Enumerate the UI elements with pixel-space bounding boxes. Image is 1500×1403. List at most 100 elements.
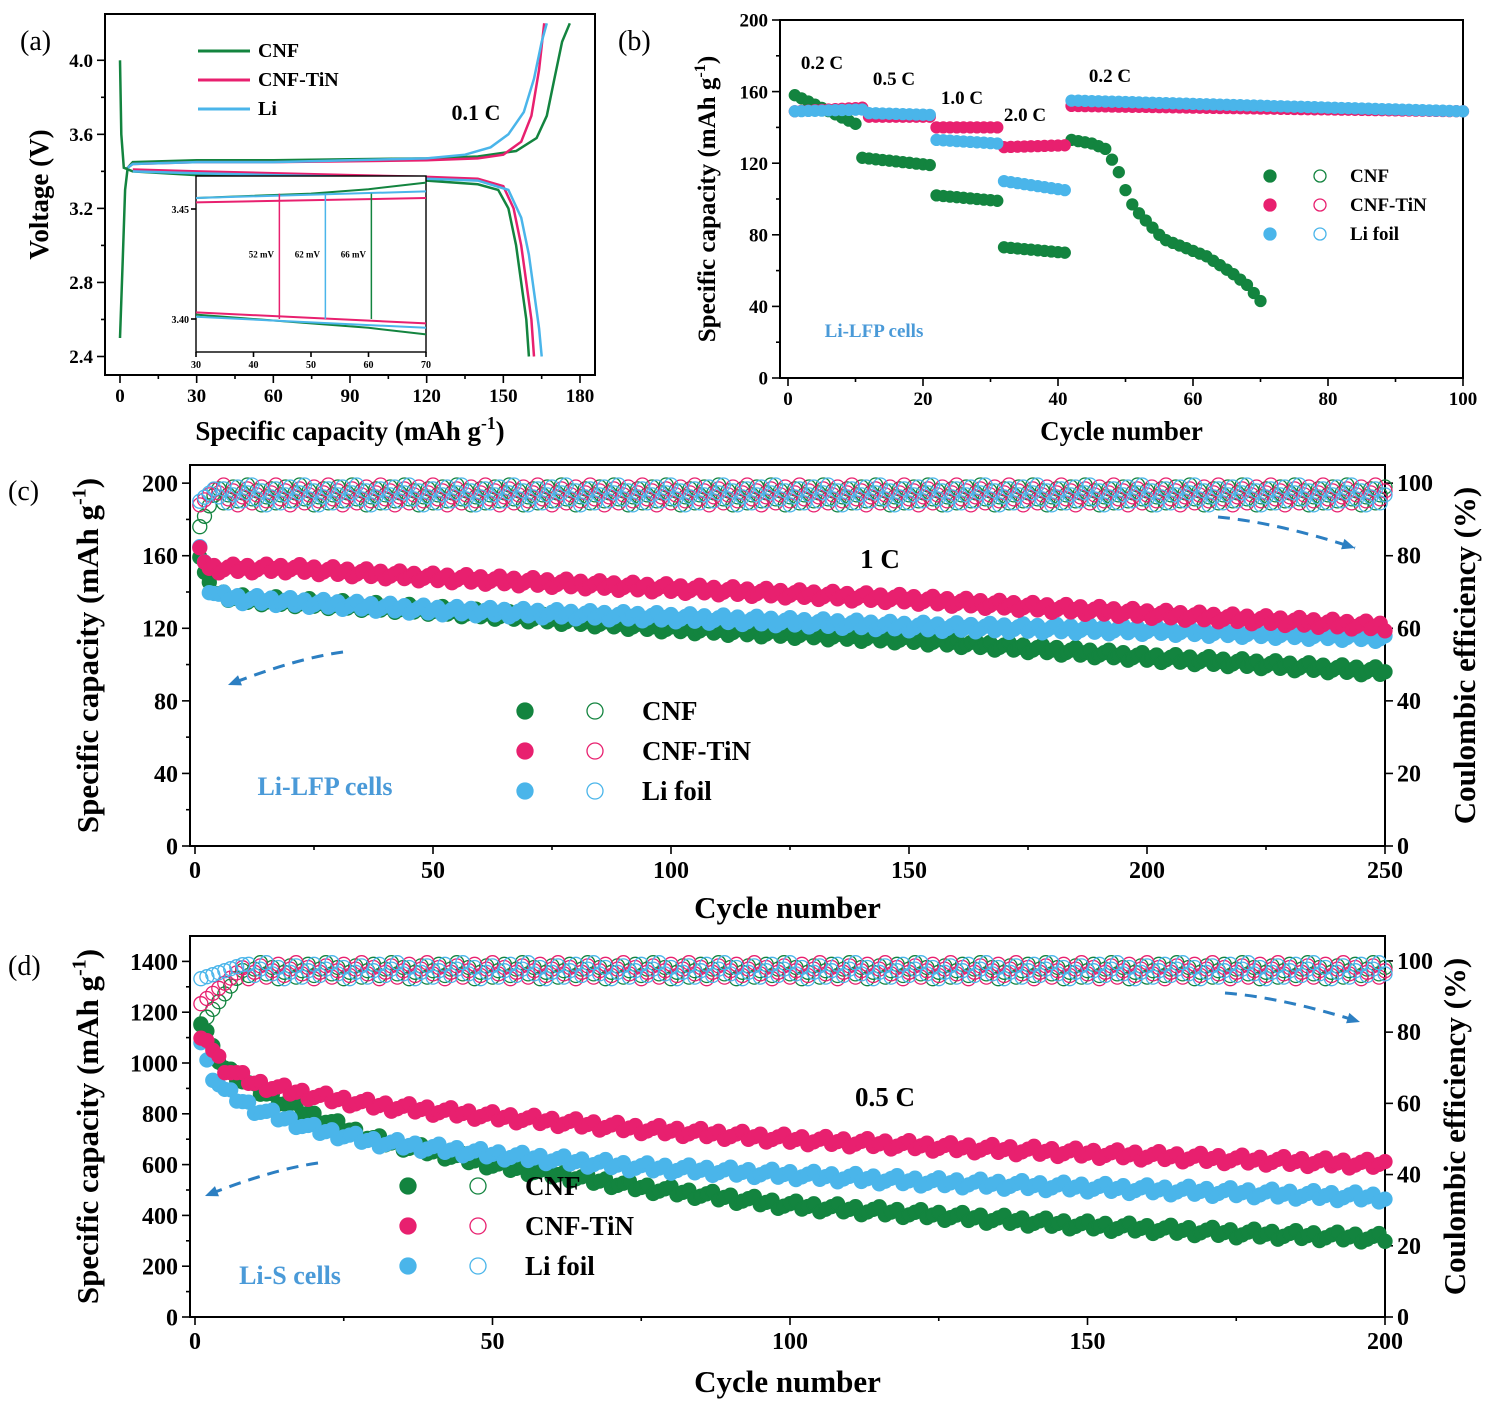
panel-c-xlabel: Cycle number [694, 890, 881, 925]
panel-d-ytick-label-3: 600 [142, 1153, 178, 1179]
panel-b-rate-1: 0.5 C [873, 69, 915, 90]
panel-d-legend-filled-0 [399, 1177, 417, 1195]
panel-d-legend-open-2 [469, 1257, 487, 1275]
panel-d-y2tick-label-4: 80 [1397, 1020, 1421, 1046]
panel-c-cap-CNF-TiN-1 [192, 540, 208, 556]
panel-d-cap-CNF-200 [1377, 1233, 1393, 1249]
panel-d-cap-CNF-TiN-200 [1377, 1153, 1393, 1170]
panel-c-frame [189, 464, 1386, 847]
panel-c-cap-CNF-TiN-250 [1377, 623, 1393, 639]
panel-b-rate-0: 0.2 C [801, 53, 843, 74]
panel-d-xlabel: Cycle number [694, 1364, 881, 1399]
panel-c-legend-open-1 [586, 742, 604, 760]
panel-c-legend-filled-1 [516, 742, 534, 760]
panel-c-y2tick-label-2: 40 [1397, 689, 1421, 715]
panel-b-ytick-label-1: 40 [749, 297, 768, 318]
panel-c-arrow-right-head [1341, 538, 1355, 550]
panel-c-ylabel-close: ) [70, 478, 105, 488]
panel-d-legend-filled-1 [399, 1217, 417, 1235]
panel-d-tag: (d) [8, 951, 41, 982]
panel-c-ylabel-main: Specific capacity (mAh g [70, 505, 105, 834]
panel-c-ylabel-sup: -1 [69, 488, 91, 505]
panel-b-point-CNF-10 [849, 117, 862, 130]
panel-d-legend-2: Li foil [525, 1251, 595, 1281]
panel-d-ce-Li foil-2 [199, 969, 215, 985]
panel-c-xtick-label-0: 0 [189, 858, 201, 884]
panel-b-point-CNF-31 [991, 194, 1004, 207]
panel-c-xtick-label-5: 250 [1367, 858, 1403, 884]
panel-b-point-Li foil-41 [1058, 183, 1071, 197]
panel-c-xtick-label-2: 100 [653, 858, 689, 884]
panel-c-legend-0: CNF [642, 696, 698, 726]
panel-a-ytick-label-1: 2.8 [69, 273, 93, 294]
panel-a-ytick-label-0: 2.4 [69, 347, 93, 368]
panel-b-xtick-label-1: 20 [914, 389, 933, 410]
panel-c-cell-label: Li-LFP cells [257, 772, 392, 801]
panel-d-ce-CNF-TiN-2 [199, 990, 215, 1007]
panel-d-xtick-label-4: 200 [1367, 1329, 1403, 1355]
panel-d-arrow-right [1224, 991, 1361, 1024]
panel-d-ytick-label-5: 1000 [130, 1051, 178, 1077]
panel-a-legend-0: CNF [258, 40, 299, 62]
panel-d-rate: 0.5 C [855, 1082, 915, 1112]
panel-d-ylabel-main: Specific capacity (mAh g [70, 976, 105, 1305]
panel-c-arrow-left-head [228, 675, 242, 686]
panel-c-ytick-label-2: 80 [154, 689, 178, 715]
panel-d-ce-CNF-TiN-1 [193, 996, 209, 1012]
panel-b-point-CNF-47 [1099, 142, 1112, 156]
panel-d-ylabel-close: ) [70, 949, 105, 959]
panel-d-frame [189, 935, 1386, 1318]
panel-b-legend-open-0 [1313, 169, 1327, 183]
panel-d-ce-Li foil-8 [234, 957, 251, 973]
panel-a-xtick-label-3: 90 [341, 386, 360, 407]
panel-b-ylabel-main: Specific capacity (mAh g [694, 77, 721, 342]
panel-b-xlabel: Cycle number [1040, 416, 1203, 446]
panel-a-xtick-label-0: 0 [115, 386, 125, 407]
panel-d-arrow-left-head [205, 1186, 219, 1197]
panel-a-xlabel: Specific capacity (mAh g-1) [195, 413, 504, 446]
panel-d-ytick-label-7: 1400 [130, 950, 178, 976]
panel-d-legend-open-0 [469, 1177, 487, 1195]
panel-d-ce-Li foil-6 [223, 961, 239, 977]
panel-a-ytick-label-3: 3.6 [69, 125, 93, 146]
panel-c-ce-Li foil-250 [1377, 487, 1393, 503]
panel-a-legend-1: CNF-TiN [258, 69, 339, 91]
panel-a-inset-dn-CNF-TiN [195, 311, 427, 325]
panel-c-tag: (c) [8, 476, 39, 507]
panel-a-inset-ytick-label-0: 3.40 [172, 315, 190, 326]
panel-b-ytick-label-3: 120 [740, 154, 769, 175]
panel-d-ce-Li foil-200 [1377, 966, 1393, 982]
panel-d-ytick-label-1: 200 [142, 1255, 178, 1281]
panel-b-point-Li foil-100 [1456, 105, 1470, 118]
panel-a-discharge-Li [132, 170, 543, 357]
panel-d: 0 50 100 150 2000200400600800100012001400020… [8, 935, 1472, 1399]
panel-c-ce-Li foil-3 [201, 485, 217, 501]
panel-b-xtick-label-5: 100 [1449, 389, 1478, 410]
panel-c-arrow-right [1217, 515, 1356, 550]
panel-b-point-CNF-70 [1254, 294, 1267, 308]
panel-c-legend-2: Li foil [642, 776, 712, 806]
panel-c-y2tick-label-0: 0 [1397, 834, 1409, 860]
panel-c-ce-CNF-3 [201, 498, 217, 514]
panel-a-inset-ytick-label-1: 3.45 [172, 205, 190, 216]
panel-a-inset-dn-Li [195, 315, 427, 329]
panel-c-y2tick-label-1: 20 [1397, 761, 1421, 787]
panel-d-cell-label: Li-S cells [239, 1261, 341, 1290]
panel-a-xlabel-close: ) [496, 416, 505, 446]
panel-b-point-CNF-49 [1112, 166, 1125, 179]
panel-d-y2tick-label-3: 60 [1397, 1091, 1421, 1117]
panel-b-point-CNF-68 [1240, 278, 1254, 292]
panel-d-ce-CNF-TiN-3 [205, 985, 221, 1002]
panel-b-point-CNF-41 [1058, 246, 1071, 259]
panel-a-ylabel: Voltage (V) [24, 129, 54, 259]
panel-c-rate: 1 C [860, 544, 900, 574]
panel-a-xlabel-sup: -1 [481, 413, 496, 433]
panel-d-y2label: Coulombic efficiency (%) [1437, 958, 1472, 1295]
panel-a-xtick-label-1: 30 [187, 386, 206, 407]
panel-b-legend-filled-2 [1263, 227, 1277, 241]
panel-c-legend-filled-0 [516, 702, 534, 720]
panel-d-arrow-left [204, 1161, 319, 1198]
panel-c-arrow-left [227, 650, 344, 687]
panel-b-xtick-label-4: 80 [1319, 389, 1338, 410]
panel-c-ylabel: Specific capacity (mAh g-1) [69, 478, 105, 833]
